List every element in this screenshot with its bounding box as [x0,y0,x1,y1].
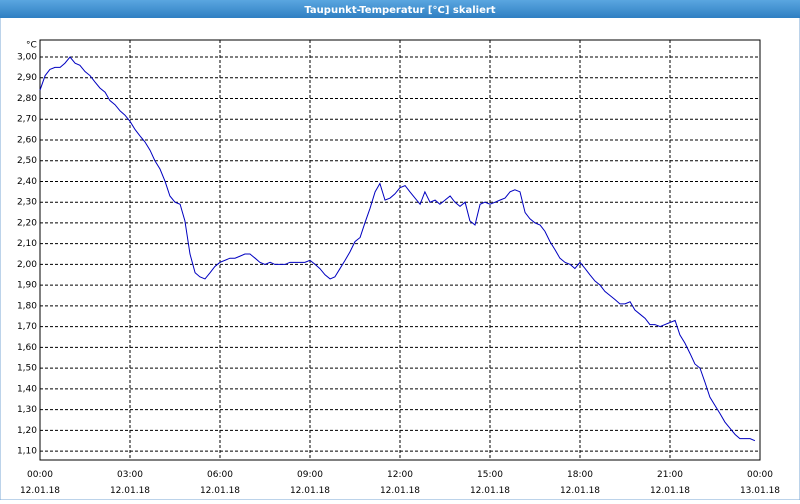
y-tick-label: 2,80 [17,94,37,104]
x-tick-date: 12.01.18 [470,486,510,496]
x-tick-label: 00:00 [27,470,53,480]
y-tick-label: 1,50 [17,364,37,374]
y-tick-label: 2,40 [17,177,37,187]
y-tick-label: 1,80 [17,301,37,311]
x-tick-label: 09:00 [297,470,323,480]
y-tick-label: 1,30 [17,405,37,415]
plot-frame [39,39,761,461]
y-tick-label: 3,00 [17,53,37,63]
y-tick-label: 1,40 [17,384,37,394]
x-tick-label: 00:00 [747,470,773,480]
title-bar [0,0,800,18]
x-tick-date: 12.01.18 [650,486,690,496]
x-tick-date: 12.01.18 [380,486,420,496]
plot: 1,10 1,20 1,30 1,40 1,50 1,60 1,70 1,80 1,90 2,00… [17,39,780,496]
x-tick-label: 03:00 [117,470,143,480]
y-tick-label: 2,50 [17,156,37,166]
y-tick-label: 2,70 [17,115,37,125]
y-tick-label: 2,20 [17,218,37,228]
x-tick-label: 06:00 [207,470,233,480]
y-tick-label: 2,60 [17,135,37,145]
y-tick-label: 1,60 [17,343,37,353]
y-tick-label: 1,90 [17,281,37,291]
y-tick-label: 2,30 [17,198,37,208]
x-tick-date: 12.01.18 [20,486,60,496]
x-tick-label: 15:00 [477,470,503,480]
y-tick-label: 2,90 [17,73,37,83]
data-line [39,56,756,442]
y-tick-label: 2,10 [17,239,37,249]
x-tick-date: 12.01.18 [290,486,330,496]
x-tick-date: 12.01.18 [200,486,240,496]
y-tick-label: 1,70 [17,322,37,332]
x-tick-date: 12.01.18 [110,486,150,496]
x-tick-date: 13.01.18 [740,486,780,496]
chart-title: Taupunkt-Temperatur [°C] skaliert [304,5,495,16]
x-tick-label: 21:00 [657,470,683,480]
y-tick-label: 1,10 [17,447,37,457]
x-tick-label: 12:00 [387,470,413,480]
y-tick-label: 2,00 [17,260,37,270]
x-tick-label: 18:00 [567,470,593,480]
y-tick-label: 1,20 [17,426,37,436]
x-tick-date: 12.01.18 [560,486,600,496]
y-axis-label: °C [26,41,37,51]
